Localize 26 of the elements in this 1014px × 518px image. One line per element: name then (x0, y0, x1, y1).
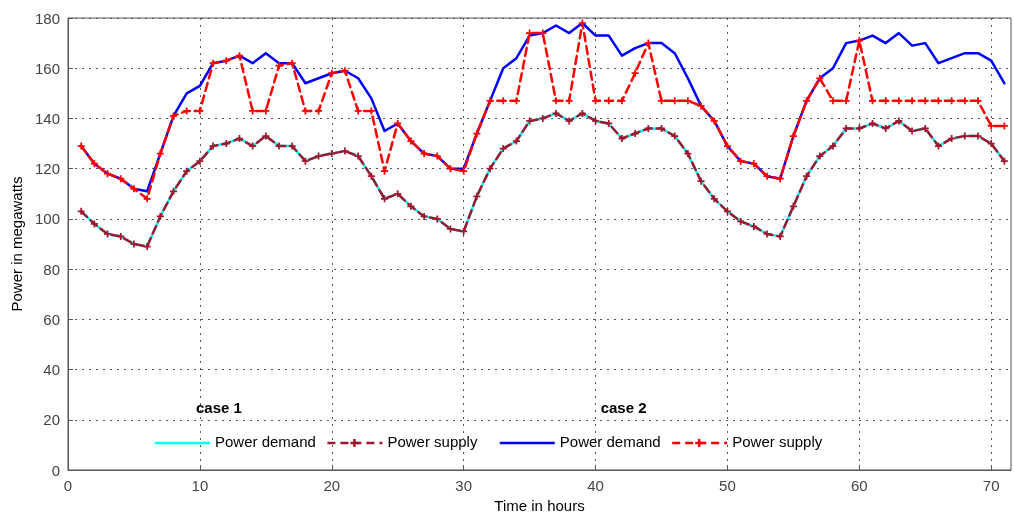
annotation: case 2 (600, 399, 647, 416)
y-axis-title: Power in megawatts (8, 176, 25, 312)
y-tick-label: 140 (34, 109, 60, 127)
x-tick-label: 70 (982, 477, 1000, 494)
x-tick-label: 10 (191, 477, 209, 494)
x-tick-label: 40 (587, 477, 604, 494)
legend-label: Power supply (387, 433, 478, 450)
annotation: case 1 (196, 399, 242, 416)
x-tick-label: 30 (455, 477, 473, 494)
x-axis-title: Time in hours (494, 497, 585, 514)
x-tick-label: 60 (850, 477, 868, 494)
y-tick-label: 60 (43, 310, 60, 328)
legend-label: Power demand (215, 433, 316, 450)
y-tick-label: 180 (34, 9, 60, 27)
x-tick-label: 0 (63, 477, 73, 494)
y-tick-label: 100 (34, 210, 60, 228)
x-tick-label: 20 (323, 477, 341, 494)
y-tick-label: 80 (43, 260, 60, 278)
legend-label: Power demand (559, 433, 661, 450)
y-tick-label: 40 (43, 361, 60, 379)
y-tick-label: 120 (34, 160, 60, 178)
y-tick-label: 0 (51, 461, 60, 479)
y-tick-label: 20 (43, 411, 60, 429)
legend-label: Power supply (732, 433, 823, 450)
y-tick-label: 160 (34, 59, 60, 77)
x-tick-label: 50 (719, 477, 736, 494)
